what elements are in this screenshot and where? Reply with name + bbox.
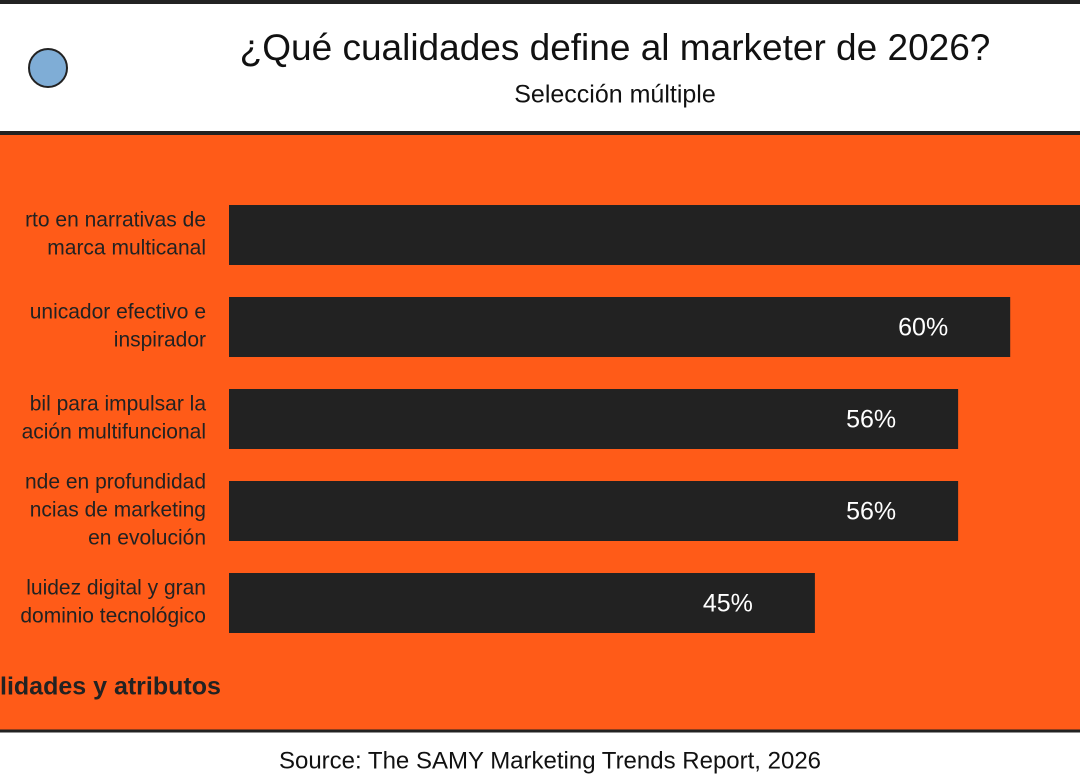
- bar: [229, 573, 815, 633]
- bar: [229, 481, 959, 541]
- category-label: rto en narrativas de: [25, 209, 206, 232]
- category-label: ncias de marketing: [30, 499, 206, 522]
- chart-title: ¿Qué cualidades define al marketer de 20…: [240, 27, 991, 68]
- bar: [229, 389, 959, 449]
- category-label: nde en profundidad: [25, 471, 206, 494]
- value-label: 45%: [703, 590, 753, 618]
- icon: [28, 48, 68, 88]
- chart-subtitle: Selección múltiple: [514, 81, 716, 109]
- category-label: inspirador: [114, 329, 206, 352]
- category-label: luidez digital y gran: [26, 577, 206, 600]
- category-label: dominio tecnológico: [20, 605, 206, 628]
- bar: [229, 297, 1011, 357]
- axis-label: lidades y atributos: [0, 673, 221, 701]
- value-label: 56%: [846, 406, 896, 434]
- value-label: 56%: [846, 498, 896, 526]
- source: Source: The SAMY Marketing Trends Report…: [279, 747, 821, 774]
- bar: [229, 205, 1080, 265]
- category-label: en evolución: [88, 527, 206, 550]
- category-label: unicador efectivo e: [30, 301, 206, 324]
- category-label: ación multifuncional: [22, 421, 206, 444]
- value-label: 60%: [898, 314, 948, 342]
- category-label: marca multicanal: [47, 237, 206, 260]
- category-label: bil para impulsar la: [30, 393, 207, 416]
